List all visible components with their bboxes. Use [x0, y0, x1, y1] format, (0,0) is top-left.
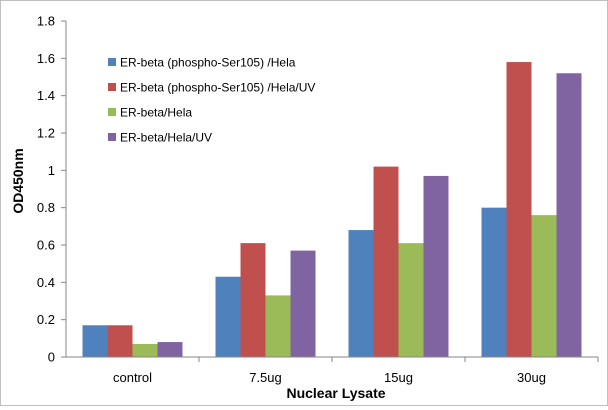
bar [290, 250, 316, 357]
bar [348, 230, 374, 357]
bar [240, 243, 266, 357]
bar [423, 175, 449, 357]
y-tick-label: 0.8 [37, 200, 55, 215]
legend-label: ER-beta (phospho-Ser105) /Hela/UV [120, 81, 315, 95]
legend-swatch [108, 58, 116, 66]
y-tick-label: 0.6 [37, 238, 55, 253]
legend-label: ER-beta/Hela [120, 106, 192, 120]
legend-swatch [108, 108, 116, 116]
y-tick-label: 1 [48, 163, 55, 178]
bar [531, 215, 557, 357]
bars [82, 62, 582, 358]
bar [265, 295, 291, 357]
y-tick-label: 1.2 [37, 126, 55, 141]
x-tick-label: 7.5ug [249, 370, 282, 385]
bar [82, 325, 108, 357]
axes [61, 20, 599, 362]
bar [107, 325, 133, 357]
bar [398, 243, 424, 357]
y-tick-label: 1.6 [37, 51, 55, 66]
y-tick-label: 1.8 [37, 14, 55, 29]
x-axis-ticks: control 7.5ug 15ug 30ug [113, 370, 546, 385]
x-tick-label: 30ug [517, 370, 546, 385]
y-tick-label: 0 [48, 350, 55, 365]
x-tick-label: 15ug [384, 370, 413, 385]
legend-swatch [108, 133, 116, 141]
bar [373, 166, 399, 357]
y-axis-ticks: 0 0.2 0.4 0.6 0.8 1 1.2 1.4 1.6 1.8 [37, 14, 55, 365]
legend-label: ER-beta/Hela/UV [120, 131, 212, 145]
y-tick-label: 0.2 [37, 312, 55, 327]
bar [556, 73, 582, 358]
y-axis-title: OD450nm [10, 148, 26, 213]
bar [132, 343, 158, 357]
y-tick-label: 1.4 [37, 88, 55, 103]
legend-swatch [108, 83, 116, 91]
bar [215, 276, 241, 357]
bar [481, 207, 507, 357]
bar [506, 62, 532, 358]
x-axis-title: Nuclear Lysate [286, 385, 385, 401]
legend-label: ER-beta (phospho-Ser105) /Hela [120, 56, 296, 70]
legend: ER-beta (phospho-Ser105) /Hela ER-beta (p… [108, 56, 315, 145]
y-tick-label: 0.4 [37, 275, 55, 290]
bar [157, 342, 183, 357]
x-tick-label: control [113, 370, 152, 385]
